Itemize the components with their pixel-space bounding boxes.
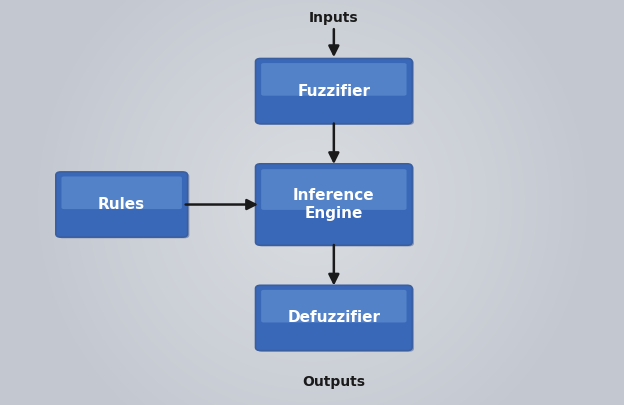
FancyBboxPatch shape: [256, 59, 412, 124]
FancyBboxPatch shape: [261, 63, 407, 96]
FancyBboxPatch shape: [261, 169, 407, 210]
FancyBboxPatch shape: [57, 173, 190, 238]
Text: Defuzzifier: Defuzzifier: [287, 310, 381, 326]
FancyBboxPatch shape: [258, 287, 414, 352]
FancyBboxPatch shape: [258, 60, 414, 125]
Text: Inference
Engine: Inference Engine: [293, 188, 374, 221]
FancyBboxPatch shape: [256, 285, 412, 350]
Text: Fuzzifier: Fuzzifier: [298, 83, 370, 99]
Text: Outputs: Outputs: [303, 375, 365, 388]
Text: Rules: Rules: [98, 197, 145, 212]
FancyBboxPatch shape: [56, 172, 187, 237]
FancyBboxPatch shape: [261, 290, 407, 322]
Text: Inputs: Inputs: [309, 11, 359, 25]
FancyBboxPatch shape: [258, 165, 414, 246]
FancyBboxPatch shape: [61, 177, 182, 209]
FancyBboxPatch shape: [256, 164, 412, 245]
